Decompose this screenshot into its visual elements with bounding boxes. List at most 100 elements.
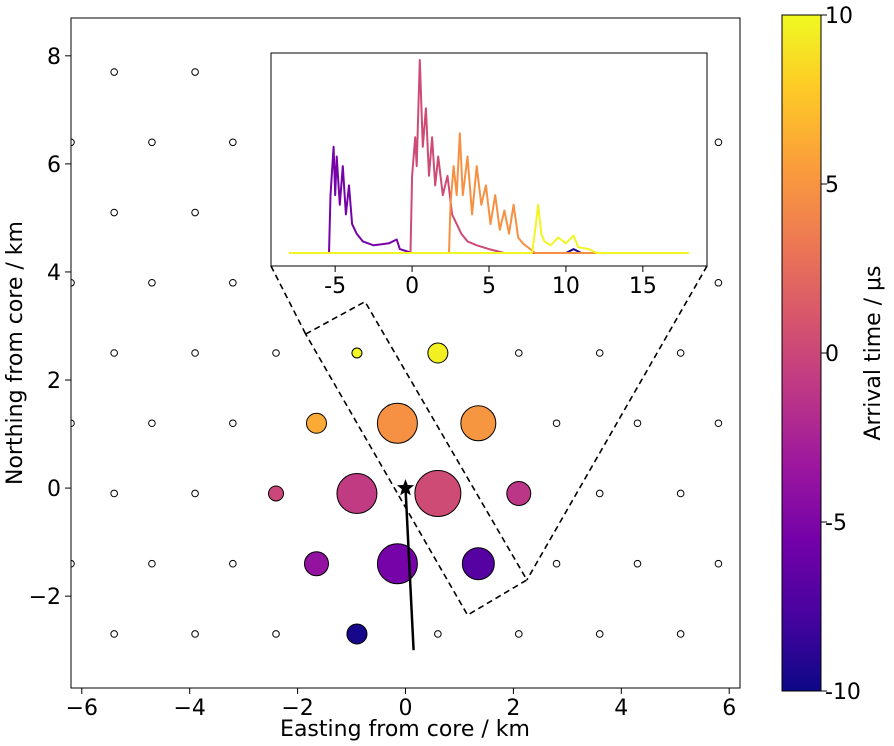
empty-station	[229, 559, 237, 568]
empty-station	[714, 138, 723, 147]
empty-station	[595, 489, 604, 498]
empty-station	[714, 278, 723, 287]
colorbar-tick-label: 5	[825, 173, 839, 198]
triggered-station	[351, 347, 363, 359]
colorbar-gradient	[781, 14, 822, 692]
x-tick-label: −2	[281, 696, 313, 721]
highlight-box	[304, 300, 528, 617]
empty-station	[191, 630, 199, 638]
colorbar-ticks: 10 5 0 -5 -10	[821, 4, 861, 705]
empty-station	[110, 489, 118, 498]
triggered-station	[305, 412, 327, 434]
triggered-station	[460, 405, 497, 442]
empty-station	[552, 559, 561, 568]
triggered-stations	[268, 342, 532, 645]
triggered-station	[376, 543, 418, 585]
empty-station	[71, 419, 75, 428]
core-marker	[396, 479, 415, 496]
empty-station	[191, 208, 199, 217]
colorbar-tick-label: -10	[825, 680, 861, 705]
empty-station	[272, 630, 280, 638]
triggered-station	[461, 547, 495, 581]
inset-x-ticks: -5 0 5 10 15	[324, 266, 657, 299]
colorbar-tick-label: 10	[825, 4, 853, 29]
x-tick-label: 2	[506, 696, 520, 721]
empty-station	[434, 630, 442, 638]
y-axis-label: Northing from core / km	[3, 221, 28, 485]
x-axis-label: Easting from core / km	[280, 717, 530, 742]
x-tick-label: 6	[722, 696, 736, 721]
x-tick-label: 4	[614, 696, 628, 721]
y-tick-label: 4	[47, 261, 61, 286]
x-axis-ticks: −6 −4 −2 0 2 4 6	[66, 688, 736, 721]
colorbar-label: Arrival time / μs	[861, 265, 886, 440]
triggered-station	[427, 342, 449, 364]
empty-station	[110, 68, 118, 76]
empty-station	[110, 349, 118, 357]
colorbar: 10 5 0 -5 -10 Arrival time / μs	[781, 4, 886, 705]
inset-trace	[289, 145, 689, 254]
empty-station	[595, 349, 604, 357]
empty-station	[191, 349, 199, 357]
empty-station	[191, 68, 199, 76]
triggered-station	[506, 480, 532, 506]
inset-traces	[289, 59, 689, 254]
empty-station	[272, 349, 280, 357]
triggered-station	[268, 485, 285, 502]
colorbar-tick-label: 0	[825, 342, 839, 367]
inset-trace	[289, 132, 689, 254]
empty-station	[714, 419, 723, 428]
empty-station	[148, 138, 156, 147]
y-tick-label: −2	[29, 585, 61, 610]
empty-station	[229, 278, 237, 287]
empty-station	[676, 489, 685, 498]
empty-station	[71, 559, 75, 568]
empty-station	[514, 349, 523, 357]
triggered-station	[336, 472, 378, 514]
empty-station	[148, 559, 156, 568]
connector-line	[270, 265, 307, 335]
y-tick-label: 2	[47, 369, 61, 394]
y-tick-label: 8	[47, 45, 61, 70]
x-tick-label: −6	[66, 696, 98, 721]
empty-station	[148, 278, 156, 287]
main-plot: −6 −4 −2 0 2 4 6 −2 0 2 4 6 8 Easting from core / k…	[3, 17, 741, 742]
colorbar-tick-label: -5	[825, 511, 847, 536]
y-axis-ticks: −2 0 2 4 6 8	[29, 45, 71, 610]
inset-frame	[270, 52, 708, 267]
empty-station	[110, 208, 118, 217]
empty-station	[71, 138, 75, 147]
x-tick-label: 0	[399, 696, 413, 721]
inset-tick-label: 0	[405, 274, 419, 299]
inset-tick-label: -5	[324, 274, 346, 299]
empty-station	[595, 630, 604, 638]
empty-station	[110, 630, 118, 638]
empty-station	[148, 419, 156, 428]
shower-axis-line	[404, 488, 415, 651]
inset-tick-label: 10	[552, 274, 580, 299]
inset-tick-label: 5	[482, 274, 496, 299]
inset-tick-label: 15	[629, 274, 657, 299]
triggered-station	[346, 623, 368, 645]
empty-station	[714, 559, 723, 568]
inset-connector-lines	[270, 265, 708, 581]
inset-trace-plot: -5 0 5 10 15	[270, 52, 708, 299]
empty-station	[514, 630, 523, 638]
triggered-station	[303, 551, 329, 577]
empty-station	[676, 349, 685, 357]
empty-station	[633, 419, 642, 428]
triggered-station	[414, 469, 462, 517]
connector-line	[526, 265, 708, 581]
empty-station	[552, 419, 561, 428]
empty-station	[229, 138, 237, 147]
empty-station	[633, 559, 642, 568]
empty-station	[676, 630, 685, 638]
empty-station	[191, 489, 199, 498]
empty-station	[71, 278, 75, 287]
empty-stations	[71, 68, 723, 638]
triggered-station	[376, 402, 418, 444]
inset-trace	[289, 59, 689, 254]
x-tick-label: −4	[173, 696, 205, 721]
y-tick-label: 0	[47, 477, 61, 502]
